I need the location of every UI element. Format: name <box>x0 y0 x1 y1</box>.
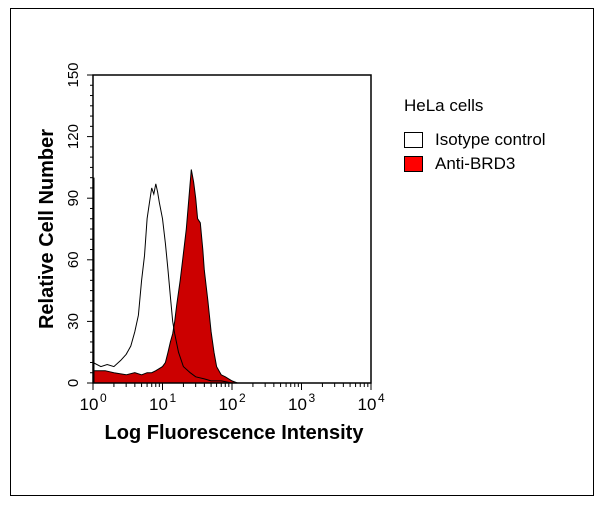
legend-swatch-anti-brd3 <box>404 156 423 172</box>
y-tick-label: 0 <box>65 379 82 387</box>
legend-item-anti-brd3: Anti-BRD3 <box>404 152 546 176</box>
series-anti-brd3 <box>92 169 238 384</box>
x-tick-label: 10 <box>219 395 238 414</box>
x-tick-label: 10 <box>358 395 377 414</box>
legend-title: HeLa cells <box>404 96 484 115</box>
y-tick-label: 90 <box>65 190 82 207</box>
legend-label-isotype: Isotype control <box>435 130 546 149</box>
y-tick-label: 60 <box>65 251 82 268</box>
legend-item-isotype: Isotype control <box>404 128 546 152</box>
legend-swatch-isotype <box>404 132 423 148</box>
legend-label-anti-brd3: Anti-BRD3 <box>435 154 516 173</box>
x-tick-exponent: 0 <box>100 391 107 405</box>
x-axis-label: Log Fluorescence Intensity <box>105 422 365 444</box>
x-tick-label: 10 <box>149 395 168 414</box>
x-tick-exponent: 4 <box>378 391 385 405</box>
figure-frame <box>10 8 594 496</box>
x-tick-exponent: 1 <box>170 391 177 405</box>
x-tick-exponent: 2 <box>239 391 246 405</box>
y-tick-label: 120 <box>65 124 82 149</box>
series-isotype-control <box>92 183 233 384</box>
x-tick-exponent: 3 <box>309 391 316 405</box>
y-tick-label: 30 <box>65 313 82 330</box>
plot-area-border <box>92 74 372 384</box>
y-tick-label: 150 <box>65 62 82 87</box>
legend: HeLa cells Isotype control Anti-BRD3 <box>404 96 546 176</box>
y-axis-label: Relative Cell Number <box>36 129 58 329</box>
x-tick-label: 10 <box>80 395 99 414</box>
x-tick-label: 10 <box>288 395 307 414</box>
